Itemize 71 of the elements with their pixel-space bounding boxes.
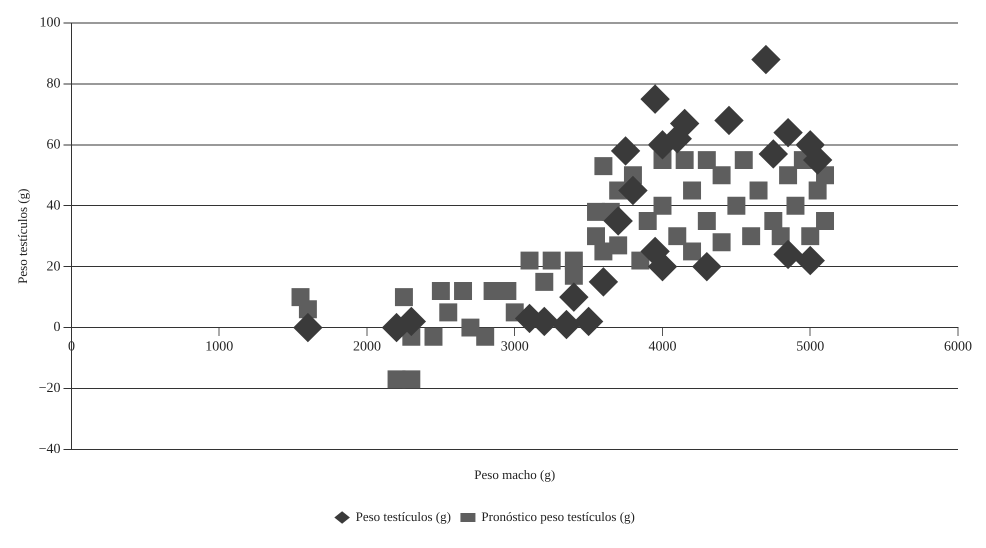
point xyxy=(293,313,322,342)
point xyxy=(542,252,561,270)
point xyxy=(676,151,694,170)
y-tick-label: 20 xyxy=(46,259,60,274)
y-tick-label: 40 xyxy=(46,198,60,214)
point xyxy=(461,318,480,337)
y-axis-title: Peso testículos (g) xyxy=(15,188,30,284)
x-tick-label: 3000 xyxy=(500,340,529,355)
point xyxy=(734,151,753,170)
y-tick-label: 60 xyxy=(46,138,60,152)
point xyxy=(574,306,604,336)
legend-label: Pronóstico peso testículos (g) xyxy=(481,508,635,524)
point xyxy=(764,212,782,230)
point xyxy=(594,157,612,176)
y-tick-label: 100 xyxy=(39,16,60,31)
point xyxy=(816,212,834,230)
point xyxy=(683,242,702,260)
point xyxy=(808,182,827,200)
x-tick-label: 2000 xyxy=(352,340,381,355)
point xyxy=(640,84,670,114)
x-tick-label: 5000 xyxy=(796,340,824,355)
point xyxy=(520,252,539,270)
point xyxy=(692,252,722,282)
point xyxy=(683,182,702,200)
point xyxy=(535,272,554,291)
point xyxy=(779,166,798,184)
point xyxy=(774,118,803,148)
point xyxy=(618,176,648,206)
legend-label: Peso testículos (g) xyxy=(356,508,451,524)
point xyxy=(638,212,657,230)
point xyxy=(552,310,581,340)
point xyxy=(588,267,618,296)
point xyxy=(298,300,317,318)
point xyxy=(394,288,413,306)
point xyxy=(796,246,825,276)
point xyxy=(750,182,768,200)
point xyxy=(712,166,731,184)
point xyxy=(402,370,420,388)
point xyxy=(604,206,633,236)
point xyxy=(698,151,716,170)
point xyxy=(587,227,605,246)
point xyxy=(751,45,780,74)
x-tick-label: 1000 xyxy=(205,340,234,355)
point xyxy=(698,212,716,230)
point xyxy=(668,227,686,246)
point xyxy=(594,242,612,260)
point xyxy=(424,328,442,346)
point xyxy=(476,328,494,346)
y-tick-label: −40 xyxy=(38,442,60,458)
y-tick-label: 80 xyxy=(46,76,60,92)
point xyxy=(774,240,803,269)
point xyxy=(801,227,820,246)
y-tick-label: 0 xyxy=(53,320,60,336)
point xyxy=(439,303,458,322)
y-tick-label: −20 xyxy=(38,381,60,396)
point xyxy=(454,282,472,300)
point xyxy=(712,233,731,252)
point xyxy=(772,227,790,246)
x-tick-label: 4000 xyxy=(648,340,676,355)
point xyxy=(758,139,788,168)
point xyxy=(611,136,640,166)
point xyxy=(786,196,804,215)
point xyxy=(742,227,760,246)
x-axis-title: Peso macho (g) xyxy=(474,466,556,482)
point xyxy=(654,196,672,215)
point xyxy=(714,106,744,135)
point xyxy=(432,282,450,300)
x-tick-label: 6000 xyxy=(944,340,972,355)
point xyxy=(559,282,588,312)
point xyxy=(727,196,746,215)
point xyxy=(564,266,583,285)
